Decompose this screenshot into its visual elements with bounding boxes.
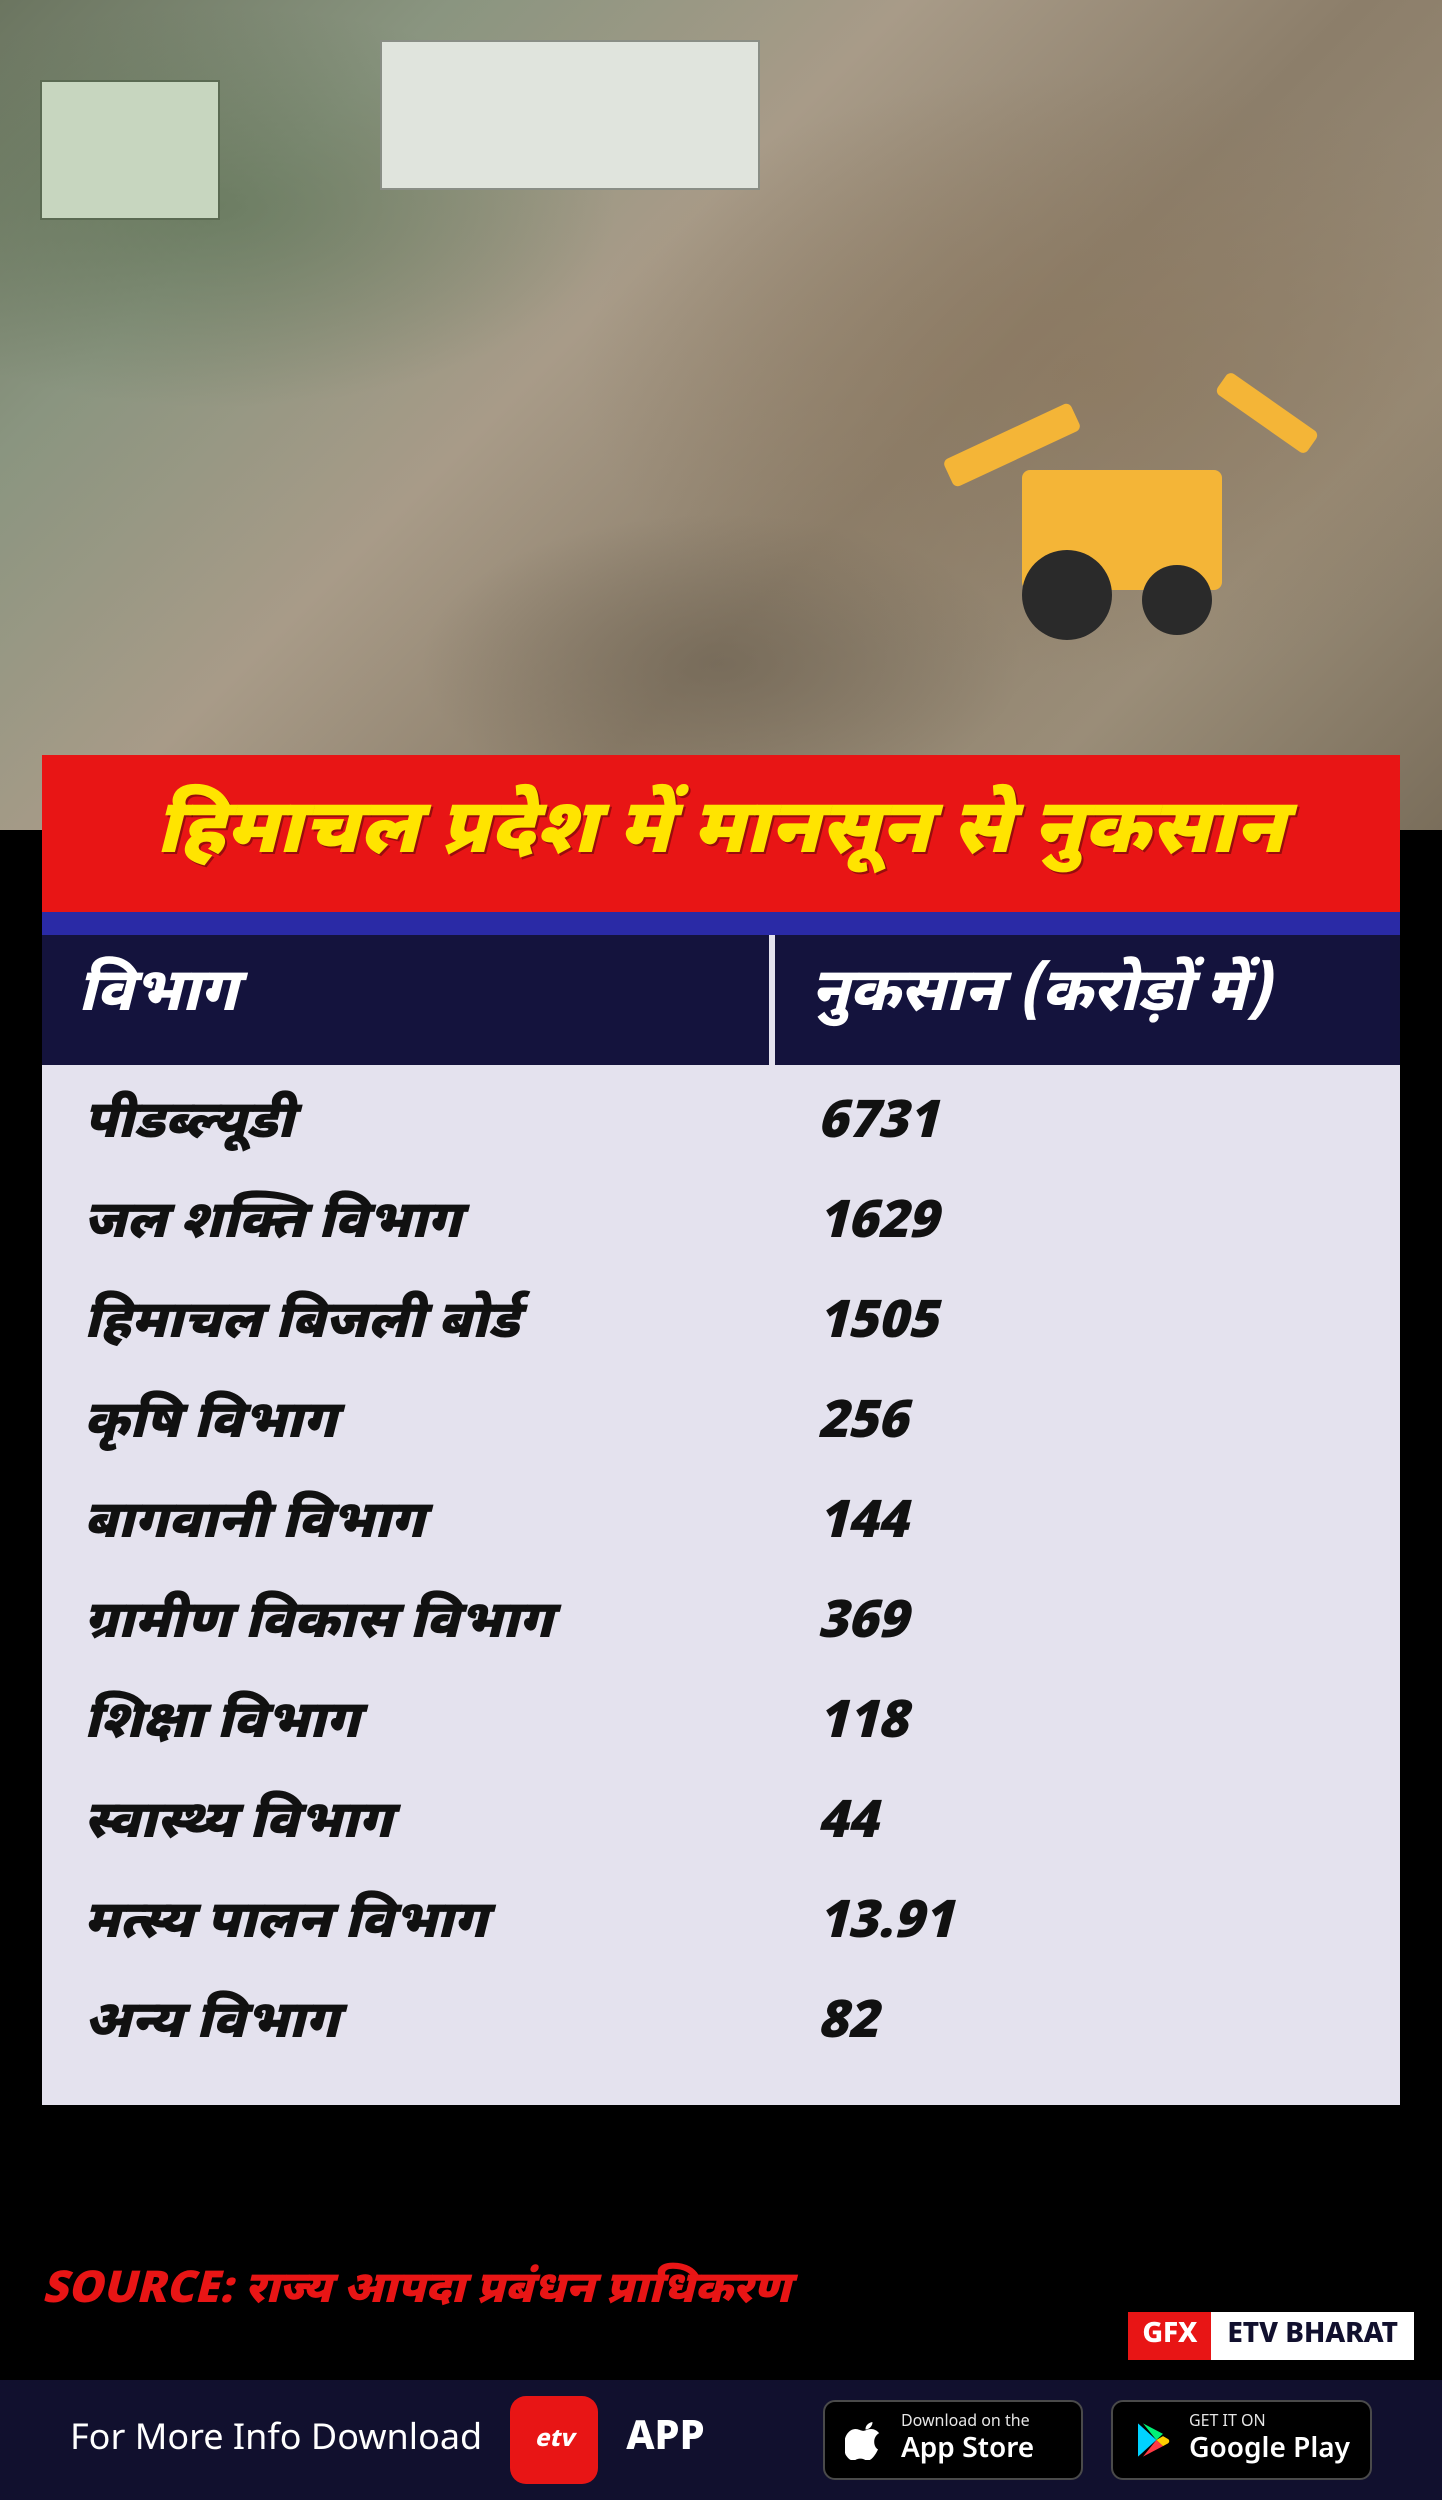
- gfx-brand-tag: GFX ETV BHARAT: [1128, 2312, 1414, 2360]
- td-loss: 13.91: [775, 1891, 1400, 1959]
- td-department: शिक्षा विभाग: [42, 1691, 775, 1759]
- td-department: हिमाचल बिजली बोर्ड: [42, 1291, 775, 1359]
- td-department: बागवानी विभाग: [42, 1491, 775, 1559]
- app-logo-icon: etv: [510, 2396, 598, 2484]
- appstore-line2: App Store: [901, 2433, 1034, 2469]
- title-banner: हिमाचल प्रदेश में मानसून से नुकसान: [42, 755, 1400, 938]
- footer-app-word: APP: [626, 2414, 704, 2466]
- table-row: कृषि विभाग256: [42, 1375, 1400, 1475]
- source-line: SOURCE: राज्य आपदा प्रबंधन प्राधिकरण: [42, 2263, 791, 2320]
- hero-image: [0, 0, 1442, 830]
- th-department: विभाग: [42, 935, 775, 1065]
- table-row: हिमाचल बिजली बोर्ड1505: [42, 1275, 1400, 1375]
- td-loss: 118: [775, 1691, 1400, 1759]
- td-loss: 256: [775, 1391, 1400, 1459]
- app-logo-text: etv: [535, 2424, 574, 2456]
- td-department: ग्रामीण विकास विभाग: [42, 1591, 775, 1659]
- td-loss: 1629: [775, 1191, 1400, 1259]
- table-row: पीडब्ल्यूडी6731: [42, 1075, 1400, 1175]
- td-loss: 144: [775, 1491, 1400, 1559]
- footer-bar: For More Info Download etv APP Download …: [0, 2380, 1442, 2500]
- title-text: हिमाचल प्रदेश में मानसून से नुकसान: [72, 785, 1370, 884]
- td-department: कृषि विभाग: [42, 1391, 775, 1459]
- table-row: अन्य विभाग82: [42, 1975, 1400, 2075]
- table-row: मत्स्य पालन विभाग13.91: [42, 1875, 1400, 1975]
- hero-building-mid: [380, 40, 760, 190]
- table-row: शिक्षा विभाग118: [42, 1675, 1400, 1775]
- footer-more-info: For More Info Download: [70, 2417, 482, 2464]
- td-loss: 1505: [775, 1291, 1400, 1359]
- appstore-badge[interactable]: Download on the App Store: [823, 2400, 1083, 2480]
- td-loss: 369: [775, 1591, 1400, 1659]
- hero-excavator: [902, 370, 1322, 630]
- td-department: मत्स्य पालन विभाग: [42, 1891, 775, 1959]
- th-loss: नुकसान (करोड़ों में): [775, 935, 1400, 1065]
- td-loss: 44: [775, 1791, 1400, 1859]
- brand-label: ETV BHARAT: [1211, 2312, 1414, 2360]
- playstore-badge[interactable]: GET IT ON Google Play: [1111, 2400, 1372, 2480]
- td-department: अन्य विभाग: [42, 1991, 775, 2059]
- td-loss: 6731: [775, 1091, 1400, 1159]
- table-header: विभाग नुकसान (करोड़ों में): [42, 935, 1400, 1065]
- td-department: जल शक्ति विभाग: [42, 1191, 775, 1259]
- source-text: राज्य आपदा प्रबंधन प्राधिकरण: [245, 2263, 791, 2320]
- hero-building-left: [40, 80, 220, 220]
- gfx-label: GFX: [1128, 2312, 1211, 2360]
- apple-icon: [845, 2420, 885, 2460]
- playstore-line1: GET IT ON: [1189, 2412, 1350, 2433]
- td-loss: 82: [775, 1991, 1400, 2059]
- table-row: बागवानी विभाग144: [42, 1475, 1400, 1575]
- td-department: पीडब्ल्यूडी: [42, 1091, 775, 1159]
- appstore-line1: Download on the: [901, 2412, 1034, 2433]
- table-body: पीडब्ल्यूडी6731जल शक्ति विभाग1629हिमाचल …: [42, 1065, 1400, 2105]
- source-label: SOURCE:: [42, 2263, 234, 2320]
- td-department: स्वास्थ्य विभाग: [42, 1791, 775, 1859]
- damage-table: विभाग नुकसान (करोड़ों में) पीडब्ल्यूडी67…: [42, 935, 1400, 2105]
- playstore-line2: Google Play: [1189, 2433, 1350, 2469]
- table-row: स्वास्थ्य विभाग44: [42, 1775, 1400, 1875]
- table-row: जल शक्ति विभाग1629: [42, 1175, 1400, 1275]
- googleplay-icon: [1133, 2420, 1173, 2460]
- table-row: ग्रामीण विकास विभाग369: [42, 1575, 1400, 1675]
